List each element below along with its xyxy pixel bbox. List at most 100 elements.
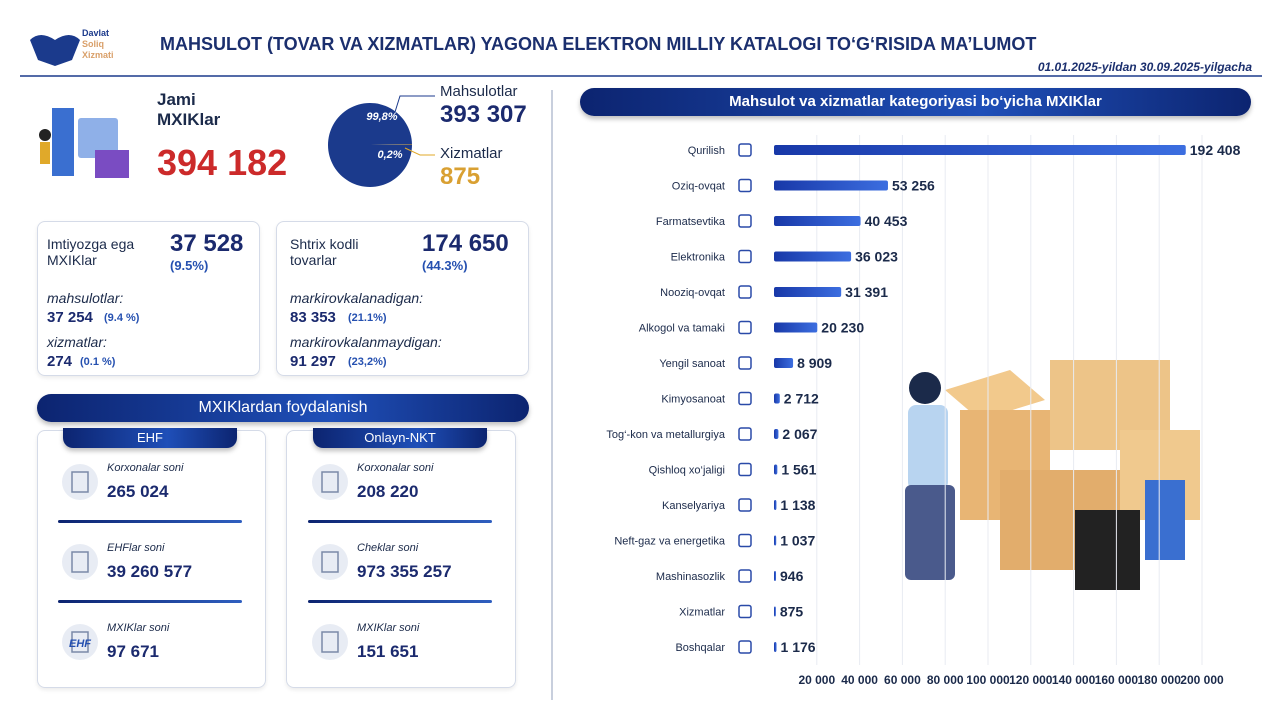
value-label: 2 067	[782, 426, 817, 442]
x-tick-label: 140 000	[1052, 673, 1096, 687]
value-label: 31 391	[845, 284, 888, 300]
item-value: 39 260 577	[107, 562, 193, 581]
x-tick-label: 200 000	[1180, 673, 1224, 687]
icon	[62, 624, 98, 660]
icon	[62, 544, 98, 580]
icon	[738, 249, 752, 264]
category-label: Oziq-ovqat	[672, 181, 725, 193]
icon	[738, 143, 752, 157]
separator	[308, 520, 492, 523]
group-tab: EHF	[63, 428, 237, 448]
item-label: markirovkalanmaydigan:	[290, 334, 442, 350]
item-share: (23,2%)	[348, 356, 387, 368]
bar	[774, 145, 1186, 155]
value-label: 20 230	[821, 320, 864, 336]
icon	[321, 551, 339, 573]
category-label: Kimyosanoat	[661, 394, 725, 406]
item-label: Korxonalar soni	[107, 462, 184, 474]
bar	[774, 393, 780, 404]
card-title: Shtrix kodli tovarlar	[290, 236, 359, 268]
bar	[774, 216, 861, 226]
icon	[738, 356, 752, 370]
category-label: Xizmatlar	[679, 607, 725, 619]
pie-slice	[328, 103, 412, 188]
value-label: 1 138	[780, 497, 815, 513]
separator	[58, 600, 242, 603]
icon	[312, 624, 348, 660]
bar	[774, 287, 842, 297]
item-share: (21.1%)	[348, 312, 387, 324]
item-value: 83 353	[290, 309, 336, 326]
title: MAHSULOT (TOVAR VA XIZMATLAR) YAGONA ELE…	[160, 34, 1037, 54]
legend-label: Mahsulotlar	[440, 83, 518, 100]
item-label: markirovkalanadigan:	[290, 290, 424, 306]
item-value: 151 651	[357, 642, 419, 661]
group-tab: Onlayn-NKT	[313, 428, 487, 448]
category-label: Kanselyariya	[662, 500, 726, 512]
card	[276, 221, 529, 376]
card-title: Imtiyozga ega MXIKlar	[47, 236, 135, 268]
icon	[312, 464, 348, 500]
chart-title: Mahsulot va xizmatlar kategoriyasi bo‘yi…	[580, 88, 1251, 116]
value-label: 8 909	[797, 355, 832, 371]
illustration	[39, 108, 129, 178]
org-name: Soliq	[82, 39, 104, 49]
value-label: 1 561	[781, 462, 816, 478]
item-label: mahsulotlar:	[47, 290, 124, 306]
value-label: 53 256	[892, 178, 935, 194]
section-header: MXIKlardan foydalanish	[37, 394, 529, 422]
item-value: 274	[47, 353, 73, 370]
icon	[738, 462, 752, 477]
separator	[308, 600, 492, 603]
x-tick-label: 80 000	[927, 673, 964, 687]
legend-label: Xizmatlar	[440, 145, 503, 162]
slice-label: 0,2%	[377, 149, 402, 161]
x-tick-label: 120 000	[1009, 673, 1053, 687]
item-value: 973 355 257	[357, 562, 452, 581]
bar	[774, 429, 779, 439]
item-value: 91 297	[290, 353, 336, 370]
slice-label: 99,8%	[366, 111, 397, 123]
category-label: Neft-gaz va energetika	[614, 536, 726, 548]
value-label: 1 176	[781, 639, 816, 655]
org-name: Xizmati	[82, 50, 114, 60]
icon	[738, 320, 752, 335]
category-label: Farmatsevtika	[656, 216, 726, 228]
icon	[738, 640, 752, 654]
connector	[404, 147, 435, 156]
value-label: 36 023	[855, 249, 898, 265]
icon	[738, 178, 752, 193]
item-value: 97 671	[107, 642, 159, 661]
item-label: MXIKlar soni	[107, 622, 170, 634]
bar	[774, 464, 778, 475]
bar	[774, 322, 818, 333]
icon	[738, 498, 752, 512]
category-label: Alkogol va tamaki	[639, 323, 725, 335]
category-label: Tog‘-kon va metallurgiya	[606, 429, 725, 441]
category-label: Boshqalar	[675, 642, 725, 654]
value-label: 192 408	[1190, 142, 1241, 158]
category-label: Mashinasozlik	[656, 571, 726, 583]
connector	[394, 95, 435, 113]
icon	[738, 427, 752, 441]
value-label: 40 453	[865, 213, 908, 229]
value-label: 1 037	[780, 533, 815, 549]
item-label: MXIKlar soni	[357, 622, 420, 634]
item-value: 208 220	[357, 482, 419, 501]
bar	[774, 571, 777, 581]
value-label: 2 712	[784, 391, 819, 407]
icon-text: EHF	[69, 638, 91, 650]
logo	[30, 35, 80, 66]
value-label: 946	[780, 568, 804, 584]
icon	[321, 631, 339, 653]
value-label: 875	[780, 604, 804, 620]
pie-slice	[370, 144, 412, 145]
x-tick-label: 180 000	[1138, 673, 1182, 687]
x-tick-label: 100 000	[966, 673, 1010, 687]
icon	[738, 214, 752, 228]
total-label: Jami MXIKlar	[157, 90, 221, 129]
card-share: (9.5%)	[170, 258, 209, 273]
total-value: 394 182	[157, 142, 288, 183]
bar	[774, 180, 888, 191]
